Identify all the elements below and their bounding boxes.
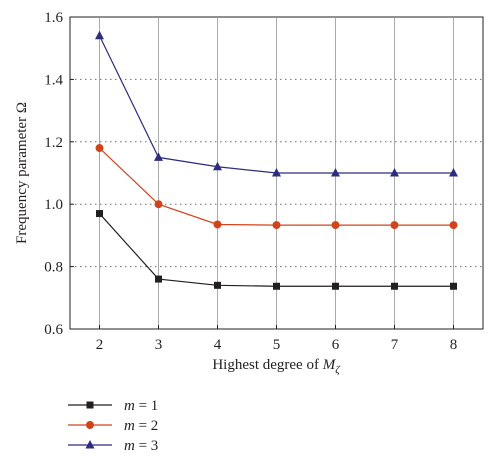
data-point [272, 168, 281, 177]
data-point [95, 144, 104, 153]
legend-label-rest: = 1 [135, 398, 158, 414]
data-point [449, 221, 458, 230]
legend-item: m = 1 [68, 398, 158, 414]
data-point [390, 221, 399, 230]
data-point [154, 200, 163, 209]
data-point [214, 281, 221, 289]
legend-swatch-marker [86, 401, 94, 409]
x-axis-label-prefix: Highest degree of [212, 357, 322, 373]
y-tick-label: 0.6 [44, 322, 63, 338]
x-axis-label: Highest degree of Mζ [212, 357, 341, 376]
series-group [95, 30, 458, 290]
data-point [272, 221, 281, 230]
data-point [390, 168, 399, 177]
data-point [273, 282, 280, 290]
data-point [391, 282, 398, 290]
data-point [155, 275, 162, 283]
legend-label: m = 2 [124, 418, 158, 434]
x-tick-label: 3 [155, 337, 163, 353]
legend-label-rest: = 3 [135, 438, 158, 454]
y-tick-label: 1.4 [44, 72, 63, 88]
data-point [96, 210, 103, 218]
data-point [332, 282, 339, 290]
legend-swatch-marker [86, 421, 94, 429]
legend-item: m = 2 [68, 418, 158, 434]
y-tick-label: 1.0 [44, 197, 63, 213]
series-2 [95, 144, 458, 230]
x-axis-label-subscript: ζ [335, 364, 341, 376]
x-tick-label: 8 [450, 337, 458, 353]
axis-ticks: 0.6 0.8 1.0 1.2 1.4 1.6 2 3 4 5 6 7 8 [44, 10, 457, 353]
y-tick-label: 1.2 [44, 135, 63, 151]
series-3 [95, 30, 458, 177]
legend: m = 1m = 2m = 3 [68, 398, 158, 454]
data-point [154, 152, 163, 161]
legend-item: m = 3 [68, 438, 158, 454]
series-1 [96, 210, 457, 290]
x-tick-label: 2 [96, 337, 104, 353]
legend-swatch-marker [85, 440, 95, 449]
data-point [331, 168, 340, 177]
data-point [449, 168, 458, 177]
y-axis-label: Frequency parameter Ω [14, 102, 30, 244]
data-point [95, 30, 104, 40]
y-tick-label: 0.8 [44, 260, 63, 276]
y-tick-label: 1.6 [44, 10, 63, 26]
x-tick-label: 7 [391, 337, 399, 353]
legend-label-var: m [124, 438, 135, 454]
data-point [213, 220, 222, 229]
x-axis-label-symbol: M [322, 357, 337, 373]
data-point [450, 282, 457, 290]
x-tick-label: 5 [273, 337, 281, 353]
data-point [213, 161, 222, 171]
legend-label-var: m [124, 418, 135, 434]
legend-label-var: m [124, 398, 135, 414]
x-tick-label: 6 [332, 337, 340, 353]
legend-label: m = 3 [124, 438, 158, 454]
legend-label: m = 1 [124, 398, 158, 414]
data-point [331, 221, 340, 230]
legend-label-rest: = 2 [135, 418, 158, 434]
x-tick-label: 4 [214, 337, 222, 353]
